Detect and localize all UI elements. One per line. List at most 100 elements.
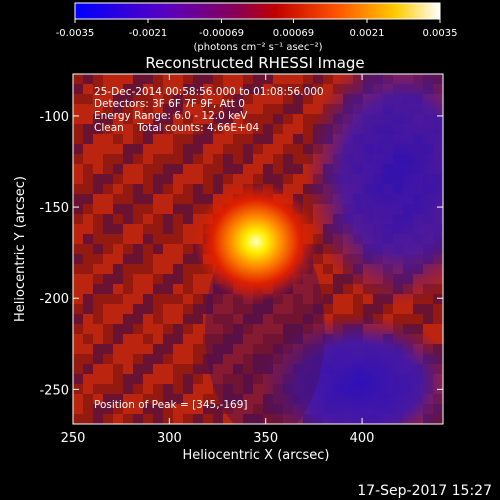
heatmap-cell <box>143 254 153 264</box>
heatmap-cell <box>133 84 143 94</box>
colorbar-tick-label: 0.00069 <box>273 28 314 39</box>
heatmap-cell <box>293 284 303 294</box>
heatmap-cell <box>113 354 123 364</box>
heatmap-cell <box>233 84 243 94</box>
heatmap-cell <box>193 184 203 194</box>
heatmap-cell <box>233 334 243 344</box>
heatmap-cell <box>123 274 133 284</box>
heatmap-cell <box>193 284 203 294</box>
heatmap-cell <box>403 304 413 314</box>
heatmap-cell <box>83 164 93 174</box>
heatmap-cell <box>173 194 183 204</box>
heatmap-cell <box>233 174 243 184</box>
heatmap-cell <box>323 74 333 84</box>
heatmap-cell <box>193 104 203 114</box>
heatmap-cell <box>213 314 223 324</box>
heatmap-cell <box>263 414 273 424</box>
heatmap-cell <box>183 274 193 284</box>
heatmap-cell <box>163 364 173 374</box>
blue-region-lower <box>260 315 443 424</box>
heatmap-cell <box>183 254 193 264</box>
heatmap-cell <box>263 94 273 104</box>
heatmap-cell <box>163 124 173 134</box>
heatmap-cell <box>253 314 263 324</box>
heatmap-cell <box>83 304 93 314</box>
heatmap-cell <box>83 84 93 94</box>
heatmap-cell <box>263 134 273 144</box>
heatmap-cell <box>173 204 183 214</box>
heatmap-cell <box>183 104 193 114</box>
heatmap-cell <box>83 384 93 394</box>
heatmap-cell <box>93 234 103 244</box>
heatmap-cell <box>103 104 113 114</box>
heatmap-cell <box>73 224 83 234</box>
heatmap-cell <box>183 314 193 324</box>
heatmap-cell <box>293 174 303 184</box>
heatmap-cell <box>143 124 153 134</box>
heatmap-cell <box>183 264 193 274</box>
heatmap-cell <box>153 374 163 384</box>
heatmap-cell <box>163 84 173 94</box>
heatmap-cell <box>183 294 193 304</box>
heatmap-cell <box>93 214 103 224</box>
heatmap-cell <box>103 374 113 384</box>
heatmap-cell <box>223 84 233 94</box>
heatmap-cell <box>153 334 163 344</box>
heatmap-cell <box>93 264 103 274</box>
heatmap-cell <box>103 174 113 184</box>
heatmap-cell <box>123 244 133 254</box>
heatmap-cell <box>123 84 133 94</box>
heatmap-cell <box>263 154 273 164</box>
heatmap-cell <box>153 84 163 94</box>
heatmap-cell <box>183 354 193 364</box>
heatmap-cell <box>193 374 203 384</box>
heatmap-cell <box>163 214 173 224</box>
heatmap-cell <box>193 364 203 374</box>
heatmap-cell <box>253 84 263 94</box>
heatmap-cell <box>163 184 173 194</box>
heatmap-cell <box>193 204 203 214</box>
heatmap-cell <box>73 364 83 374</box>
heatmap-cell <box>143 334 153 344</box>
heatmap-cell <box>133 174 143 184</box>
heatmap-cell <box>163 314 173 324</box>
heatmap-cell <box>183 234 193 244</box>
heatmap-cell <box>303 104 313 114</box>
y-axis-ticks: -250 -200 -150 -100 <box>39 110 443 398</box>
heatmap-cell <box>243 384 253 394</box>
heatmap-cell <box>133 334 143 344</box>
heatmap-cell <box>293 154 303 164</box>
heatmap-cell <box>203 134 213 144</box>
heatmap-cell <box>83 284 93 294</box>
heatmap-cell <box>213 354 223 364</box>
heatmap-cell <box>123 174 133 184</box>
heatmap-cell <box>123 224 133 234</box>
heatmap-cell <box>83 254 93 264</box>
heatmap-cell <box>293 134 303 144</box>
heatmap-cell <box>233 164 243 174</box>
heatmap-cell <box>153 264 163 274</box>
heatmap-cell <box>103 324 113 334</box>
heatmap-cell <box>353 294 363 304</box>
heatmap-cell <box>103 224 113 234</box>
heatmap-cell <box>223 354 233 364</box>
heatmap-cell <box>173 114 183 124</box>
heatmap-cell <box>93 404 103 414</box>
heatmap-cell <box>303 124 313 134</box>
y-tick-label: -200 <box>39 292 69 307</box>
heatmap-cell <box>173 184 183 194</box>
peak-position-label: Position of Peak = [345,-169] <box>94 399 248 411</box>
heatmap-cell <box>223 144 233 154</box>
heatmap-cell <box>73 294 83 304</box>
heatmap-cell <box>153 124 163 134</box>
heatmap-cell <box>173 354 183 364</box>
info-clean-counts: Clean Total counts: 4.66E+04 <box>94 122 259 134</box>
heatmap-cell <box>73 114 83 124</box>
heatmap-cell <box>163 324 173 334</box>
colorbar: -0.0035 -0.0021 -0.00069 0.00069 0.0021 0.003… <box>56 2 458 53</box>
heatmap-cell <box>233 344 243 354</box>
heatmap-cell <box>173 234 183 244</box>
heatmap-cell <box>113 344 123 354</box>
heatmap-cell <box>83 374 93 384</box>
heatmap-cell <box>173 124 183 134</box>
